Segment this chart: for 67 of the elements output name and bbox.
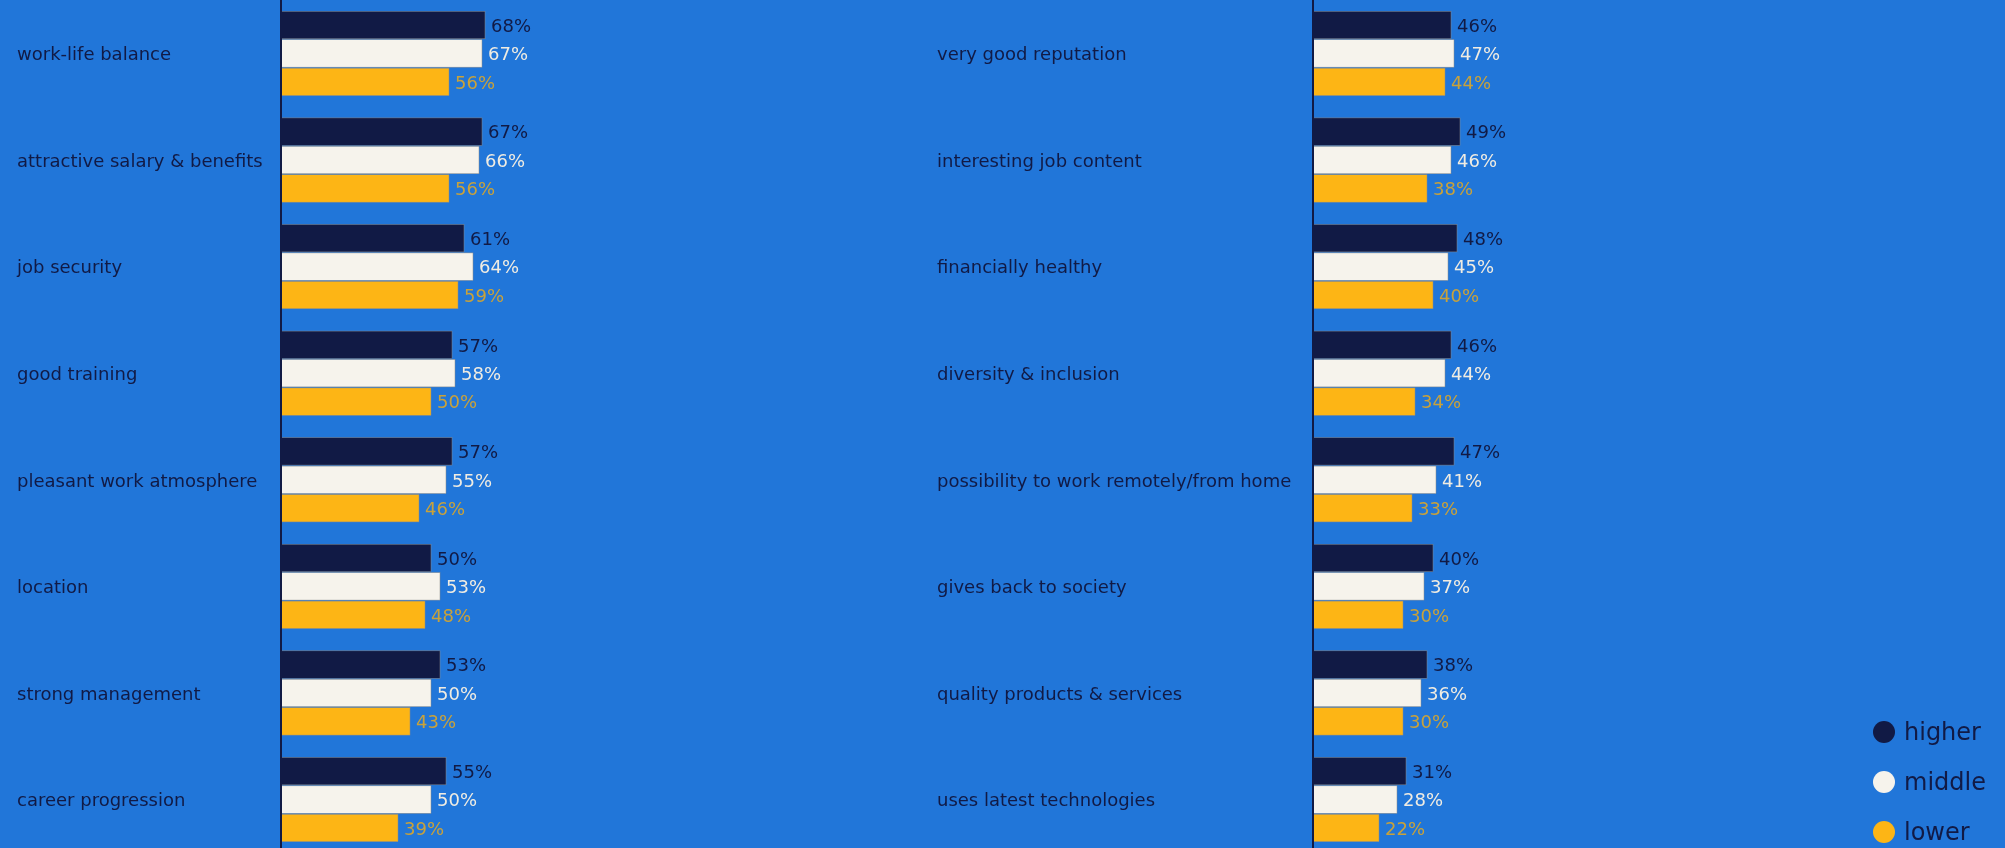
data-label: 44%: [1451, 71, 1492, 93]
data-label: 41%: [1442, 469, 1483, 491]
y-tick-label: attractive salary & benefits: [17, 149, 263, 171]
data-label: 56%: [455, 178, 496, 200]
y-tick-label: possibility to work remotely/from home: [937, 469, 1292, 491]
data-label: 50%: [437, 682, 478, 704]
y-tick-label: good training: [17, 363, 138, 385]
y-tick-label: job security: [16, 256, 123, 278]
data-label: 38%: [1433, 178, 1474, 200]
data-label: 36%: [1427, 682, 1468, 704]
legend-label: lower: [1904, 818, 1970, 847]
y-tick-label: pleasant work atmosphere: [17, 469, 258, 491]
data-label: 55%: [452, 760, 493, 782]
data-label: 49%: [1466, 121, 1507, 143]
data-label: 50%: [437, 547, 478, 569]
data-label: 48%: [1463, 228, 1504, 249]
data-label: 50%: [437, 789, 478, 811]
data-label: 68%: [491, 14, 532, 36]
y-tick-label: uses latest technologies: [937, 789, 1156, 811]
data-label: 38%: [1433, 654, 1474, 676]
data-label: 59%: [464, 284, 505, 306]
data-label: 34%: [1421, 391, 1462, 413]
data-label: 40%: [1439, 284, 1480, 306]
data-label: 46%: [1457, 334, 1498, 356]
data-label: 44%: [1451, 363, 1492, 385]
data-label: 46%: [1457, 14, 1498, 36]
data-label: 64%: [479, 256, 520, 278]
y-tick-label: work-life balance: [17, 43, 172, 65]
data-label: 53%: [446, 654, 487, 676]
data-label: 67%: [488, 43, 529, 65]
data-label: 28%: [1403, 789, 1444, 811]
data-label: 53%: [446, 576, 487, 598]
data-label: 57%: [458, 334, 499, 356]
data-label: 30%: [1409, 604, 1450, 626]
data-label: 58%: [461, 363, 502, 385]
data-label: 33%: [1418, 498, 1459, 520]
data-label: 30%: [1409, 711, 1450, 733]
data-label: 39%: [404, 817, 445, 839]
data-label: 37%: [1430, 576, 1471, 598]
data-label: 47%: [1460, 43, 1501, 65]
data-label: 66%: [485, 149, 526, 171]
y-tick-label: diversity & inclusion: [937, 363, 1120, 385]
data-label: 67%: [488, 121, 529, 143]
y-tick-label: quality products & services: [937, 682, 1183, 704]
data-label: 48%: [431, 604, 472, 626]
data-label: 31%: [1412, 760, 1453, 782]
data-label: 46%: [1457, 149, 1498, 171]
data-label: 43%: [416, 711, 457, 733]
y-tick-label: career progression: [17, 789, 186, 811]
data-label: 56%: [455, 71, 496, 93]
data-label: 22%: [1385, 817, 1426, 839]
y-tick-label: very good reputation: [937, 43, 1127, 65]
data-label: 57%: [458, 441, 499, 463]
y-tick-label: financially healthy: [937, 256, 1103, 278]
data-label: 47%: [1460, 441, 1501, 463]
data-label: 61%: [470, 228, 511, 249]
legend-label: higher: [1904, 718, 1982, 747]
legend-label: middle: [1904, 768, 1986, 797]
data-label: 46%: [425, 498, 466, 520]
data-label: 40%: [1439, 547, 1480, 569]
data-label: 55%: [452, 469, 493, 491]
data-label: 50%: [437, 391, 478, 413]
y-tick-label: gives back to society: [937, 576, 1127, 598]
y-tick-label: location: [17, 576, 89, 598]
data-label: 45%: [1454, 256, 1495, 278]
y-tick-label: strong management: [17, 682, 201, 704]
y-tick-label: interesting job content: [937, 149, 1142, 171]
